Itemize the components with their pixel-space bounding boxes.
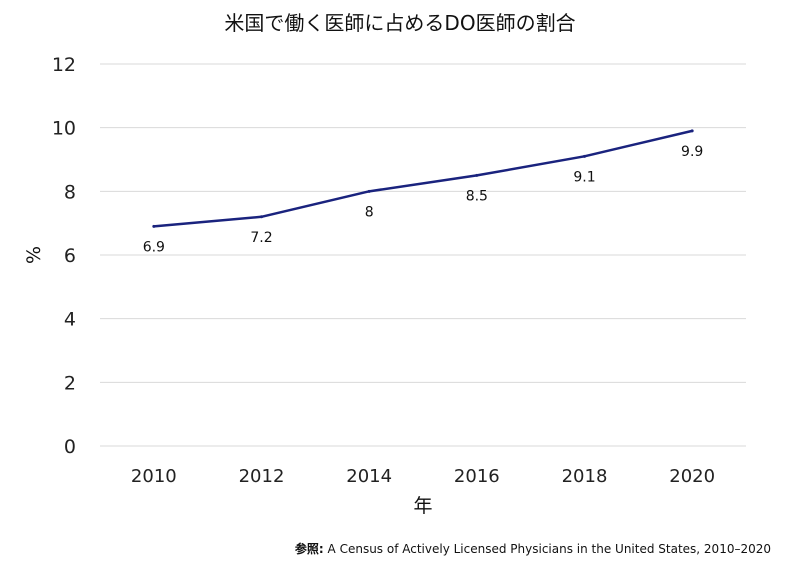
y-tick-label: 12 [52,54,76,76]
y-axis-label: % [23,246,45,264]
y-tick-label: 4 [64,309,76,331]
y-axis-ticks: 0 2 4 6 8 10 12 [52,54,76,458]
data-labels: 6.9 7.2 8 8.5 9.1 9.9 [143,144,704,256]
data-point [367,189,371,193]
y-tick-label: 10 [52,118,76,140]
series-line [153,129,693,228]
x-tick-label: 2010 [131,466,177,487]
data-label: 9.1 [573,169,595,185]
x-tick-label: 2014 [346,466,392,487]
x-tick-label: 2018 [562,466,608,487]
x-tick-label: 2016 [454,466,500,487]
x-axis-label: 年 [413,495,432,517]
data-label: 7.2 [250,230,272,246]
y-tick-label: 6 [64,245,76,267]
gridlines [100,63,746,447]
y-tick-label: 8 [64,181,76,203]
x-axis-ticks: 2010 2012 2014 2016 2018 2020 [131,466,715,487]
y-tick-label: 0 [64,436,76,458]
data-point [690,129,694,133]
data-point [152,224,156,228]
data-label: 6.9 [143,239,165,255]
data-label: 9.9 [681,144,703,160]
x-tick-label: 2020 [669,466,715,487]
source-citation: 参照: A Census of Actively Licensed Physic… [295,541,771,556]
x-tick-label: 2012 [239,466,285,487]
data-label: 8.5 [466,188,488,204]
data-label: 8 [365,204,374,220]
chart-title: 米国で働く医師に占めるDO医師の割合 [224,11,575,35]
y-tick-label: 2 [64,372,76,394]
source-prefix: 参照: [295,541,324,556]
source-text: A Census of Actively Licensed Physicians… [328,542,771,556]
data-point [260,215,263,219]
series-layer [152,129,694,228]
data-point [583,154,586,158]
data-point [475,173,479,177]
